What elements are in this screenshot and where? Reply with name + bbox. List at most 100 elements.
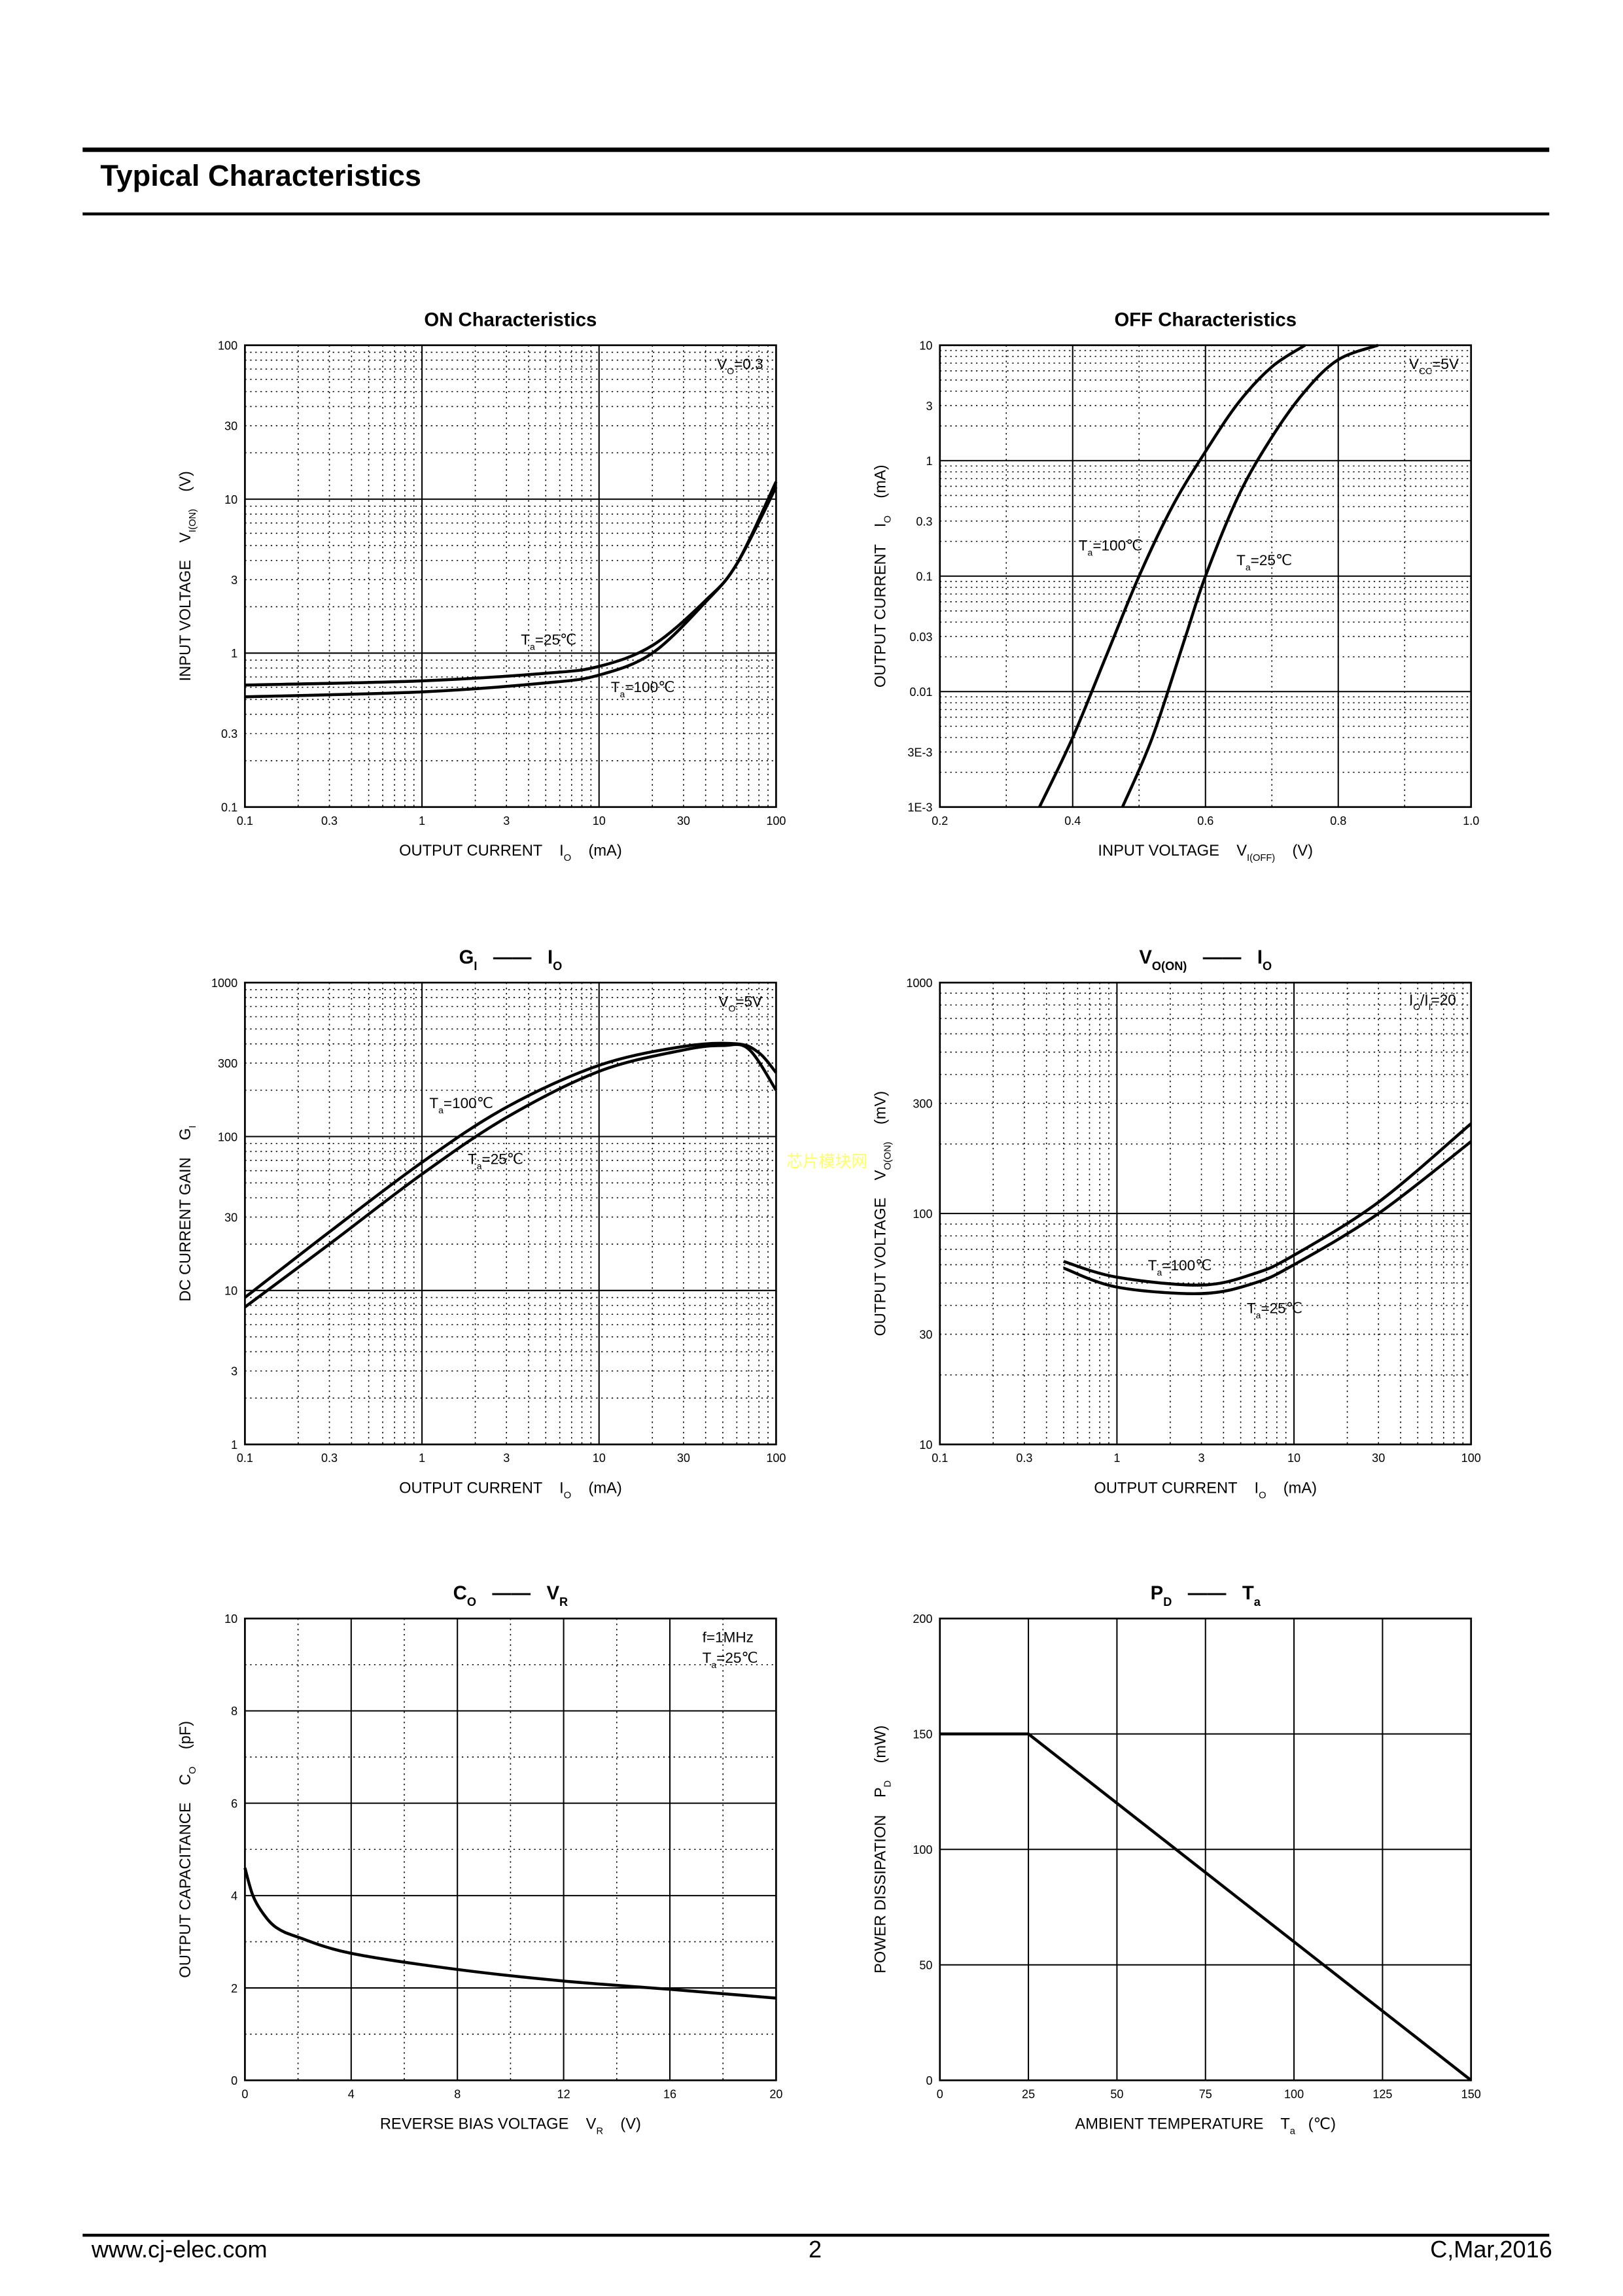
- chart-title: ON Characteristics: [424, 309, 597, 330]
- curve-annotation-segment: f=1MHz: [703, 1629, 754, 1645]
- x-tick-label: 125: [1372, 2087, 1392, 2100]
- curve-annotation: VCC=5V: [1409, 356, 1459, 376]
- x-axis-label: OUTPUT CURRENT IO (mA): [1094, 1480, 1317, 1501]
- chart-title-subscript: O: [467, 1595, 476, 1609]
- chart-title: GI —— IO: [459, 947, 563, 973]
- x-tick-label: 16: [663, 2087, 676, 2100]
- curve-annotation-segment: =25℃: [535, 632, 577, 648]
- chart-title: CO —— VR: [453, 1582, 568, 1609]
- chart-6: 0 25 50 75 100 125 150 0 50 100 150 200: [913, 1612, 1480, 2100]
- y-tick-label: 50: [919, 1959, 932, 1972]
- y-tick-label: 10: [224, 1612, 237, 1626]
- curve-annotation-segment: =25℃: [1261, 1300, 1302, 1316]
- y-tick-label: 30: [224, 1211, 237, 1224]
- chart-1: 0.1 0.3 1 3 10 30 100 0.1 0.3 1 3 10 30 100: [218, 339, 786, 827]
- y-axis-label-segment: (mW): [872, 1726, 889, 1781]
- x-tick-label: 0.6: [1197, 814, 1213, 827]
- curve-annotation: f=1MHz: [703, 1629, 754, 1645]
- curve-annotation-segment: T: [703, 1650, 712, 1666]
- y-tick-label: 1000: [211, 977, 237, 990]
- curve-annotation-subscript: a: [1088, 547, 1093, 557]
- chart-title-segment: P: [1151, 1582, 1164, 1604]
- curve-annotation-segment: T: [1148, 1257, 1157, 1274]
- chart-title: VO(ON) —— IO: [1139, 947, 1272, 973]
- x-tick-label: 0.1: [932, 1452, 948, 1465]
- x-axis-label-segment: AMBIENT TEMPERATURE T: [1075, 2116, 1289, 2133]
- curve-annotation-subscript: I: [1429, 1001, 1431, 1012]
- chart-title-segment: I: [548, 947, 553, 968]
- footer-revision: C,Mar,2016: [1430, 2238, 1552, 2263]
- chart-title-subscript: O(ON): [1152, 960, 1187, 973]
- y-axis-label-subscript: I(ON): [188, 509, 198, 532]
- series-line: [244, 1043, 778, 1309]
- x-axis-label-segment: (mA): [1266, 1480, 1317, 1497]
- x-tick-label: 4: [348, 2087, 355, 2100]
- y-axis-label: OUTPUT CURRENT IO (mA): [872, 464, 893, 687]
- y-tick-label: 0.3: [916, 515, 932, 528]
- y-tick-label: 3E-3: [907, 746, 932, 759]
- curve-annotation: Ta=100℃: [1148, 1257, 1212, 1278]
- y-tick-label: 100: [218, 1130, 237, 1143]
- chart-title-segment: ——: [1187, 947, 1257, 968]
- plot-frame: [939, 344, 1473, 809]
- footer-website[interactable]: www.cj-elec.com: [91, 2238, 268, 2263]
- curve-annotation-segment: =5V: [1432, 356, 1459, 372]
- chart-title-subscript: R: [559, 1595, 568, 1609]
- series-line: [1038, 343, 1306, 808]
- curve-annotation-segment: =25℃: [1251, 552, 1293, 568]
- curve-annotation-subscript: O: [728, 1003, 735, 1013]
- curve-annotation-segment: T: [521, 632, 530, 648]
- y-axis-label-segment: OUTPUT VOLTAGE V: [872, 1170, 889, 1336]
- series-line: [245, 481, 778, 687]
- x-tick-label: 75: [1199, 2087, 1212, 2100]
- x-tick-label: 100: [1461, 1452, 1481, 1465]
- curve-annotation: Ta=100℃: [429, 1095, 493, 1115]
- curve-annotation-subscript: a: [1256, 1310, 1261, 1320]
- x-tick-label: 100: [766, 814, 786, 827]
- y-tick-label: 200: [913, 1612, 932, 1626]
- x-tick-label: 0.1: [237, 814, 253, 827]
- plot-frame: [939, 1617, 1473, 2081]
- y-tick-label: 300: [218, 1057, 237, 1070]
- y-axis-label-segment: (V): [177, 471, 194, 509]
- x-axis-label-subscript: a: [1290, 2127, 1296, 2137]
- x-tick-label: 1: [1113, 1452, 1120, 1465]
- x-tick-label: 3: [1198, 1452, 1205, 1465]
- y-tick-label: 10: [919, 339, 932, 353]
- curve-annotation-segment: =0.3: [734, 356, 763, 372]
- chart-title-segment: V: [1139, 947, 1152, 968]
- x-axis-label: OUTPUT CURRENT IO (mA): [399, 1480, 622, 1501]
- x-tick-label: 1: [419, 1452, 425, 1465]
- curve-annotation-subscript: O: [1413, 1001, 1420, 1012]
- chart-title: OFF Characteristics: [1114, 309, 1297, 330]
- curve-annotation-subscript: a: [620, 689, 625, 699]
- y-tick-label: 1E-3: [907, 801, 932, 814]
- curve-annotation-segment: =100℃: [1092, 537, 1142, 553]
- y-tick-label: 10: [224, 493, 237, 506]
- curve-annotation: Ta=25℃: [1247, 1300, 1302, 1320]
- chart-2: 0.2 0.4 0.6 0.8 1.0 1E-3 3E-3 0.01 0.03 0.1 0.3 1 3 1…: [907, 339, 1479, 827]
- curve-annotation-subscript: a: [1246, 562, 1251, 572]
- x-tick-label: 30: [677, 1452, 690, 1465]
- curve-annotation: Ta=25℃: [1236, 552, 1292, 572]
- curve-annotation-segment: I: [1409, 992, 1413, 1008]
- y-axis-label: POWER DISSIPATION PD (mW): [872, 1726, 893, 1974]
- curve-annotation-segment: V: [1409, 356, 1419, 372]
- y-tick-label: 1: [231, 647, 237, 660]
- x-tick-label: 1: [419, 814, 425, 827]
- curve-annotation: VO=0.3: [717, 356, 763, 376]
- y-tick-label: 300: [913, 1097, 932, 1110]
- series-line: [1063, 1140, 1473, 1295]
- chart-title-segment: V: [546, 1582, 559, 1604]
- curve-annotation-subscript: O: [727, 366, 734, 376]
- y-axis-label-subscript: O(ON): [882, 1141, 893, 1170]
- x-axis-label: AMBIENT TEMPERATURE Ta (℃): [1075, 2116, 1336, 2137]
- header-rule-bottom: [82, 212, 1550, 215]
- x-axis-label-segment: (mA): [571, 1480, 622, 1497]
- plot-frame: [244, 981, 777, 1446]
- x-tick-label: 0.3: [1016, 1452, 1032, 1465]
- chart-title-segment: OFF Characteristics: [1114, 309, 1297, 330]
- y-axis-label: OUTPUT VOLTAGE VO(ON) (mV): [872, 1091, 893, 1336]
- y-axis-label: OUTPUT CAPACITANCE CO (pF): [177, 1721, 198, 1978]
- x-tick-label: 8: [454, 2087, 461, 2100]
